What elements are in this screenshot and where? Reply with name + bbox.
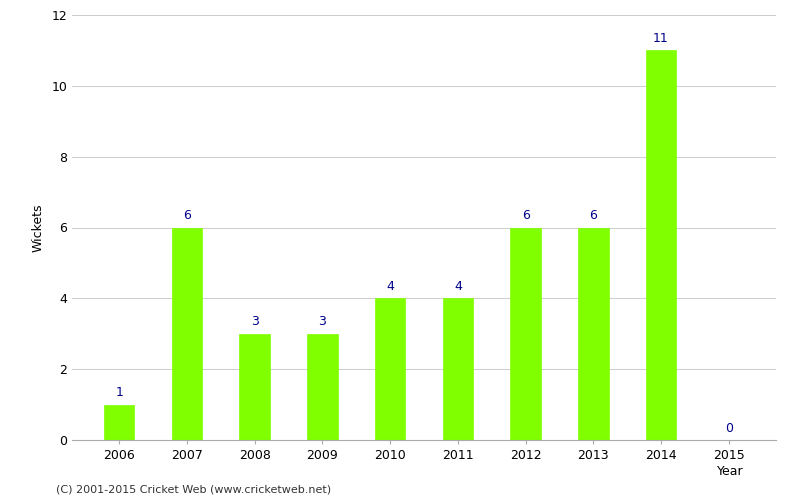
Text: 0: 0 (725, 422, 733, 434)
Text: 1: 1 (115, 386, 123, 400)
Bar (646, 50, 676, 440)
Text: 6: 6 (590, 209, 598, 222)
Text: 3: 3 (250, 316, 258, 328)
Bar (578, 228, 609, 440)
Text: 11: 11 (653, 32, 669, 45)
Text: 4: 4 (454, 280, 462, 293)
Bar (442, 298, 473, 440)
Bar (375, 298, 406, 440)
Text: (C) 2001-2015 Cricket Web (www.cricketweb.net): (C) 2001-2015 Cricket Web (www.cricketwe… (56, 485, 331, 495)
Text: 6: 6 (183, 209, 191, 222)
Text: 3: 3 (318, 316, 326, 328)
Bar (510, 228, 541, 440)
Bar (239, 334, 270, 440)
Y-axis label: Wickets: Wickets (31, 203, 44, 252)
Bar (104, 404, 134, 440)
Bar (307, 334, 338, 440)
Bar (172, 228, 202, 440)
Text: 4: 4 (386, 280, 394, 293)
Text: Year: Year (718, 465, 744, 478)
Text: 6: 6 (522, 209, 530, 222)
